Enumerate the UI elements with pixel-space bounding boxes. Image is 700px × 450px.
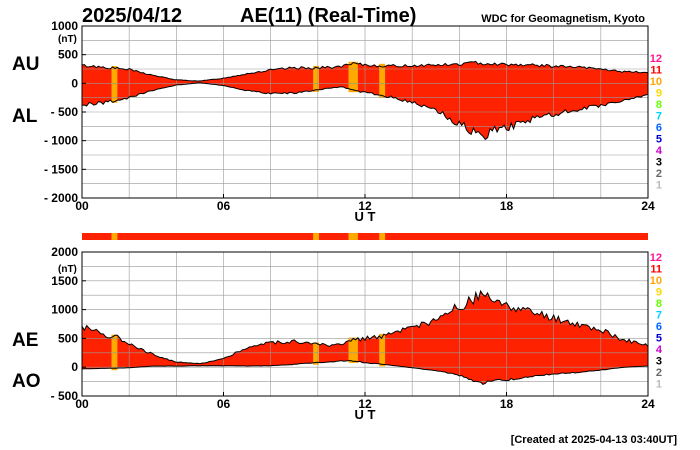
au-al-y-tick-label: - 500 (51, 105, 79, 119)
al-label: AL (12, 106, 38, 127)
ae-ao-unit-label: (nT) (58, 264, 77, 275)
ae-ao-x-tick-label: 12 (358, 397, 372, 411)
au-al-series-lines (81, 60, 649, 141)
au-al-y-tick-label: 500 (58, 48, 78, 62)
station-count-label: 4 (656, 344, 663, 356)
ae-ao-x-tick-label: 00 (75, 397, 89, 411)
ae-ao-highlight-2 (348, 337, 358, 363)
au-al-y-tick-labels: 1000 500 0 - 500 - 1000 - 1500 - 2000 (44, 19, 86, 205)
series-line-ae (81, 289, 649, 365)
station-count-label: 3 (656, 356, 662, 368)
au-al-x-tick-label: 00 (75, 199, 89, 213)
au-al-x-tick-label: 06 (217, 199, 231, 213)
station-count-label: 8 (656, 298, 662, 310)
ae-ao-series-lines (81, 289, 649, 385)
ae-ao-grid (82, 252, 648, 396)
au-al-y-tick-label: 1000 (51, 19, 78, 33)
au-al-x-axis-title: U T (355, 209, 376, 224)
ae-ao-highlight-0 (111, 334, 118, 371)
station-count-label: 12 (650, 53, 662, 65)
station-count-label: 9 (656, 287, 662, 299)
ae-ao-quality-highlights (111, 333, 386, 371)
ae-ao-y-tick-label: 1500 (51, 274, 78, 288)
ae-ao-x-tick-labels: 00 06 12 18 24 (75, 392, 655, 411)
series-line-au (81, 60, 649, 82)
series-line-al (81, 82, 649, 141)
station-count-label: 12 (650, 252, 662, 264)
au-al-highlight-1 (313, 65, 319, 92)
quality-bar-base (82, 233, 648, 240)
au-al-x-tick-label: 12 (358, 199, 372, 213)
created-timestamp: [Created at 2025-04-13 03:40UT] (511, 434, 678, 446)
au-al-highlight-0 (111, 66, 118, 103)
station-count-label: 2 (656, 168, 662, 180)
au-al-highlight-2 (348, 61, 358, 93)
series-line-ao (81, 360, 648, 385)
ae-ao-x-tick-label: 06 (217, 397, 231, 411)
au-al-highlight-3 (379, 63, 386, 98)
ae-ao-highlight-3 (379, 333, 386, 367)
station-count-label: 4 (656, 145, 663, 157)
quality-bar-segment-3 (379, 233, 386, 240)
au-al-x-tick-label: 18 (500, 199, 514, 213)
au-al-unit-label: (nT) (58, 34, 77, 45)
station-count-label: 10 (650, 76, 662, 88)
au-al-y-tick-label: - 1500 (44, 162, 78, 176)
station-count-label: 2 (656, 367, 662, 379)
ae-ao-panel: 2000 1500 1000 500 0 - 500 00 06 12 18 24 AE AO (… (12, 245, 655, 422)
ae-ao-x-axis-title: U T (355, 407, 376, 422)
station-count-label: 1 (656, 379, 662, 391)
station-count-label: 8 (656, 99, 662, 111)
au-al-grid (82, 26, 648, 198)
station-count-label: 5 (656, 333, 662, 345)
ao-label: AO (12, 371, 41, 392)
ae-ao-y-tick-labels: 2000 1500 1000 500 0 - 500 (51, 245, 86, 403)
ae-ao-y-tick-label: 500 (58, 331, 78, 345)
au-al-quality-highlights (111, 61, 386, 103)
ae-ao-x-tick-label: 24 (641, 397, 655, 411)
ae-ao-y-tick-label: 2000 (51, 245, 78, 259)
station-count-label: 10 (650, 275, 662, 287)
quality-bar-segment-0 (111, 233, 118, 240)
ae-ao-highlight-1 (313, 342, 319, 365)
station-count-label: 1 (656, 180, 662, 192)
station-count-label: 11 (650, 264, 662, 276)
au-al-panel: 1000 500 0 - 500 - 1000 - 1500 - 2000 00 06 12 18… (12, 19, 655, 224)
figure-title: AE(11) (Real-Time) (240, 5, 416, 27)
station-count-label: 5 (656, 134, 662, 146)
au-label: AU (12, 54, 39, 75)
station-count-label: 3 (656, 157, 662, 169)
data-source-label: WDC for Geomagnetism, Kyoto (481, 13, 645, 25)
au-al-x-tick-label: 24 (641, 199, 655, 213)
au-al-x-tick-labels: 00 06 12 18 24 (75, 194, 655, 213)
ae-ao-y-tick-label: 1000 (51, 303, 78, 317)
station-count-label: 6 (656, 122, 662, 134)
station-count-label: 7 (656, 310, 662, 322)
data-quality-bar (82, 233, 648, 240)
figure-date: 2025/04/12 (82, 5, 182, 27)
quality-bar-segment-1 (313, 233, 319, 240)
ae-ao-y-tick-label: 0 (71, 360, 78, 374)
station-count-label: 7 (656, 111, 662, 123)
au-al-y-tick-label: - 2000 (44, 191, 78, 205)
station-count-label: 11 (650, 65, 662, 77)
station-count-label: 9 (656, 88, 662, 100)
ae-label: AE (12, 330, 38, 351)
au-al-y-tick-label: 0 (71, 76, 78, 90)
au-al-y-tick-label: - 1000 (44, 134, 78, 148)
ae-ao-x-tick-label: 18 (500, 397, 514, 411)
station-count-label: 6 (656, 321, 662, 333)
ae-ao-y-tick-label: - 500 (51, 389, 79, 403)
quality-bar-segment-2 (348, 233, 358, 240)
